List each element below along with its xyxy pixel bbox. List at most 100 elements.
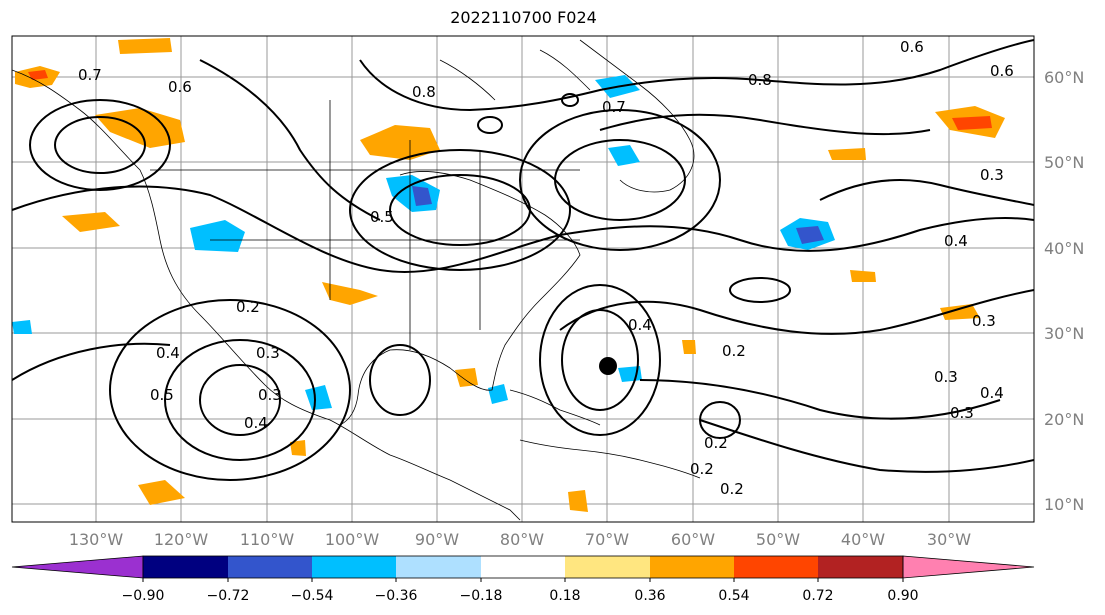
colorbar-segment [143,556,228,578]
fill-orange-hur [682,340,696,354]
fill-red-eatl [952,116,992,130]
fill-blue-ne [12,320,32,334]
lon-label: 100°W [325,530,380,549]
contour-label: 0.6 [990,62,1014,80]
colorbar-segment [734,556,818,578]
contour-label: 0.7 [78,66,102,84]
colorbar-tick-label: −0.54 [291,588,334,604]
contour-label: 0.4 [244,414,268,432]
fill-orange-mid [828,148,866,160]
fill-blue-west [190,220,245,252]
colorbar-tick-label: −0.36 [375,588,418,604]
lon-label: 80°W [500,530,544,549]
lat-label: 10°N [1044,495,1084,514]
contour-label: 0.5 [370,208,394,226]
lon-label: 120°W [154,530,209,549]
fill-orange-pac [290,440,306,456]
map-border [11,35,1035,523]
contour-labels: 0.6 0.8 0.6 0.8 0.7 0.5 0.6 0.7 0.3 0.4 … [78,38,1014,498]
contour-label: 0.4 [156,344,180,362]
lon-label: 30°W [927,530,971,549]
colorbar-tick-label: 0.90 [887,588,918,604]
fill-orange-bc [95,108,185,148]
longitude-labels: 130°W 120°W 110°W 100°W 90°W 80°W 70°W 6… [69,530,971,549]
lon-label: 50°W [756,530,800,549]
colorbar-segment [312,556,396,578]
fill-orange-mid2 [850,270,876,282]
colorbar-segment [481,556,565,578]
colorbar-outline [142,555,904,579]
contour-label: 0.3 [980,166,1004,184]
fill-blue-bah [488,384,508,404]
contour-label: 0.3 [972,312,996,330]
lat-label: 60°N [1044,68,1084,87]
lon-label: 70°W [585,530,629,549]
lat-label: 30°N [1044,324,1084,343]
contour-label: 0.8 [748,71,772,89]
contour-label: 0.4 [944,232,968,250]
fill-orange-top [118,38,172,54]
fill-dblue-atl [796,226,824,244]
contour-label: 0.2 [720,480,744,498]
contour-label: 0.2 [722,342,746,360]
contour-label: 0.4 [980,384,1004,402]
colorbar-tick-label: 0.72 [802,588,833,604]
coastlines [12,39,701,521]
colorbar-segment [228,556,312,578]
storm-marker [599,357,617,375]
contour-label: 0.6 [900,38,924,56]
map-background [12,36,1034,522]
colorbar-tick-label: 0.18 [549,588,580,604]
contour-label: 0.4 [628,316,652,334]
fill-blue-nfl [608,145,640,166]
latitude-labels: 60°N 50°N 40°N 30°N 20°N 10°N [1044,68,1084,514]
fill-blue-mex [305,385,332,410]
colorbar-tick-label: −0.90 [122,588,165,604]
colorbar-segment [565,556,650,578]
contour-lines [12,39,1034,481]
colorbar-tick-label: −0.72 [207,588,250,604]
colorbar-tick-label: 0.54 [718,588,749,604]
colorbar-tick-label: −0.18 [460,588,503,604]
contour-label: 0.8 [412,83,436,101]
lon-label: 40°W [841,530,885,549]
contour-label: 0.3 [934,368,958,386]
lat-label: 50°N [1044,153,1084,172]
contour-label: 0.7 [602,98,626,116]
fill-orange-sw [138,480,185,505]
contour-label: 0.2 [690,460,714,478]
fill-orange-gulf [455,368,478,387]
map-content [12,36,1034,522]
contour-label: 0.6 [168,78,192,96]
colorbar-segment [396,556,481,578]
contour-label: 0.2 [236,298,260,316]
fill-orange-west [62,212,120,232]
fill-orange-trop [940,304,980,320]
colorbar-segment [902,555,1035,579]
colorbar-tick-label: 0.36 [634,588,665,604]
contour-label: 0.3 [256,344,280,362]
fill-orange-plains [322,282,378,305]
fill-orange-gl [360,125,440,160]
fill-dblue-gl [412,186,432,206]
colorbar [11,555,1035,582]
contour-label: 0.3 [950,404,974,422]
map-title: 2022110700 F024 [450,8,597,27]
colorbar-segment [650,556,734,578]
lon-label: 60°W [671,530,715,549]
fill-orange-carib [568,490,588,512]
lat-label: 40°N [1044,239,1084,258]
contour-label: 0.2 [704,434,728,452]
colorbar-tick-labels: −0.90 −0.72 −0.54 −0.36 −0.18 0.18 0.36 … [122,588,919,604]
lat-label: 20°N [1044,410,1084,429]
lon-label: 130°W [69,530,124,549]
anomaly-fills [12,38,1005,512]
colorbar-segment [11,555,144,579]
contour-label: 0.5 [150,386,174,404]
lon-label: 110°W [240,530,295,549]
contour-label: 0.3 [258,386,282,404]
fill-red-nw [28,70,48,80]
lon-label: 90°W [415,530,459,549]
colorbar-segment [818,556,903,578]
